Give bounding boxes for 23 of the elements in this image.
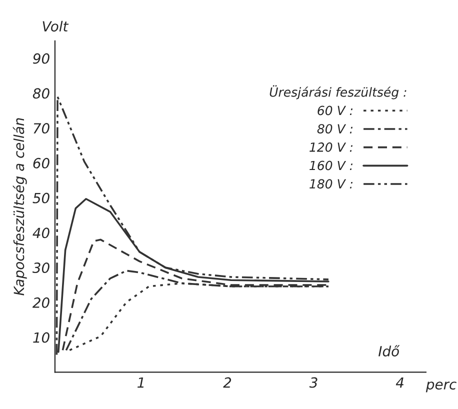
y-tick-label: 30 xyxy=(32,262,50,274)
legend-label: 60 V : xyxy=(318,106,353,116)
x-tick-label: 4 xyxy=(396,377,404,388)
legend-label: 120 V : xyxy=(310,142,353,152)
legend-label: 180 V : xyxy=(310,179,353,189)
y-tick-label: 60 xyxy=(33,158,50,168)
x-tick-label: 1 xyxy=(137,377,144,388)
x-tick-label: 3 xyxy=(309,377,318,388)
y-axis-title: Kapocsfeszültség a cellán xyxy=(12,118,27,296)
y-tick-label: 50 xyxy=(32,192,50,204)
legend-title: Üresjárási feszültség : xyxy=(270,85,406,100)
text: perc xyxy=(426,382,456,392)
legend-label: 80 V : xyxy=(317,124,353,134)
y-tick-label: 40 xyxy=(32,228,50,238)
text: Volt xyxy=(42,20,69,32)
y-tick-label: 90 xyxy=(33,53,50,64)
x-axis-title: Idő xyxy=(378,345,400,356)
y-tick-label: 80 xyxy=(32,88,50,99)
y-tick-label: 70 xyxy=(34,123,50,134)
y-tick-label: 20 xyxy=(32,297,50,308)
legend-label: 160 V : xyxy=(310,160,353,170)
y-tick-label: 10 xyxy=(33,332,50,343)
x-tick-label: 2 xyxy=(223,377,232,388)
